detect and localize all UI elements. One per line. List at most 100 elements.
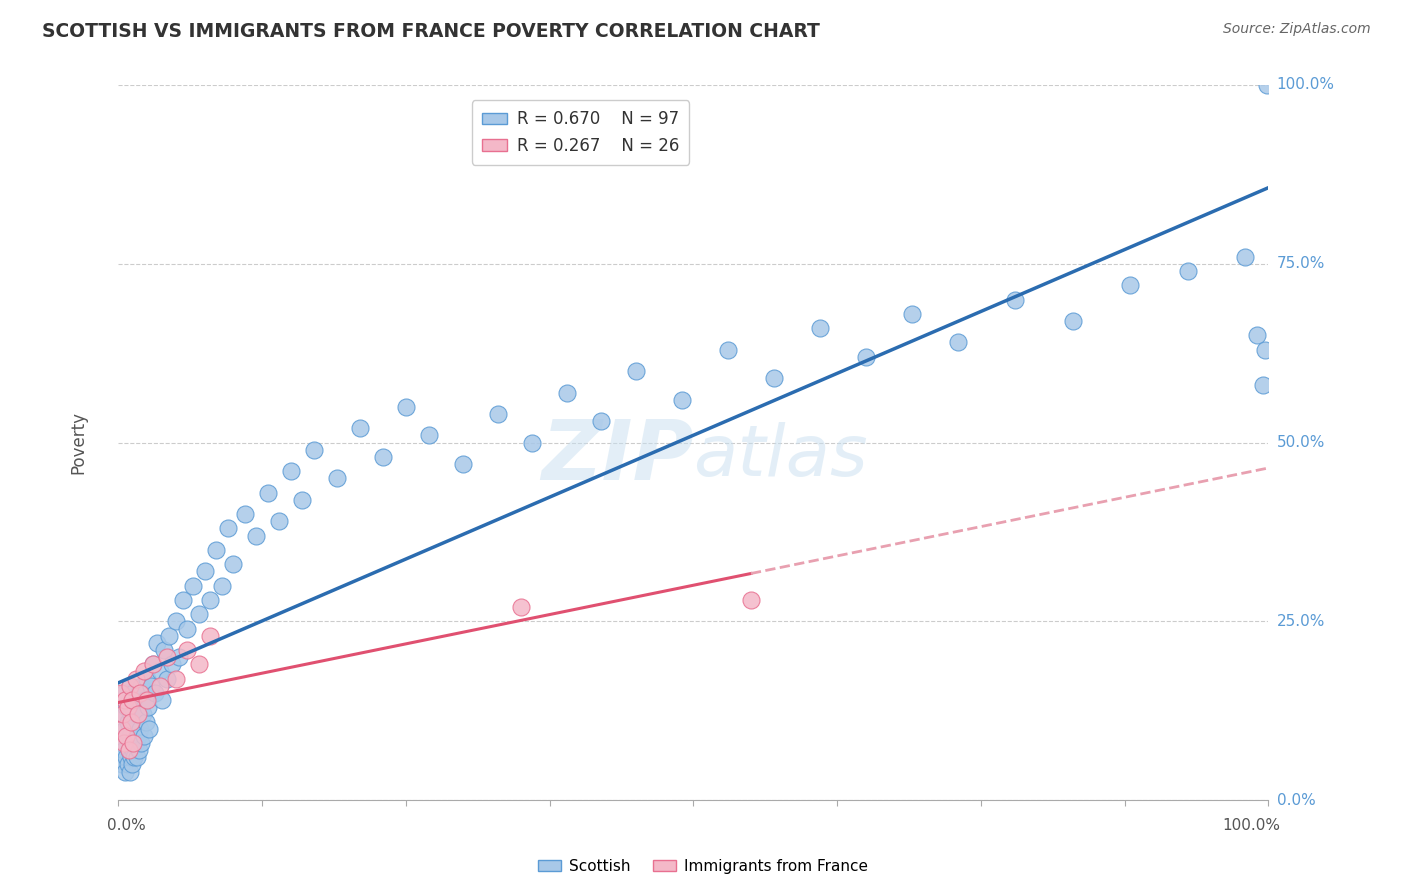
Text: ZIP: ZIP [541, 417, 693, 498]
Point [671, 392, 693, 407]
Point [176, 622, 198, 636]
Point [121, 693, 143, 707]
Point [118, 679, 141, 693]
Point [111, 757, 134, 772]
Point [112, 686, 135, 700]
Point [717, 343, 740, 357]
Point [187, 657, 209, 672]
Text: 0.0%: 0.0% [107, 818, 146, 833]
Point [112, 743, 135, 757]
Text: 0.0%: 0.0% [1277, 793, 1316, 808]
Point [522, 435, 544, 450]
Point [486, 407, 509, 421]
Point [169, 650, 191, 665]
Point [172, 593, 194, 607]
Point [118, 693, 141, 707]
Point [395, 400, 418, 414]
Point [142, 657, 165, 672]
Point [143, 686, 166, 700]
Point [121, 757, 143, 772]
Point [122, 743, 145, 757]
Point [1177, 264, 1199, 278]
Point [176, 643, 198, 657]
Point [136, 672, 159, 686]
Point [117, 700, 139, 714]
Point [591, 414, 613, 428]
Point [114, 693, 136, 707]
Point [1251, 378, 1274, 392]
Point [257, 485, 280, 500]
Text: 100.0%: 100.0% [1277, 78, 1334, 93]
Point [118, 743, 141, 757]
Point [762, 371, 785, 385]
Point [124, 672, 146, 686]
Point [127, 729, 149, 743]
Point [111, 722, 134, 736]
Point [124, 714, 146, 729]
Point [128, 686, 150, 700]
Point [187, 607, 209, 622]
Point [156, 650, 179, 665]
Point [142, 657, 165, 672]
Point [146, 636, 169, 650]
Point [153, 643, 176, 657]
Point [111, 707, 134, 722]
Point [135, 714, 157, 729]
Point [245, 528, 267, 542]
Text: 75.0%: 75.0% [1277, 256, 1324, 271]
Point [624, 364, 647, 378]
Point [302, 442, 325, 457]
Point [326, 471, 349, 485]
Point [349, 421, 371, 435]
Point [120, 714, 142, 729]
Point [115, 700, 138, 714]
Point [555, 385, 578, 400]
Point [117, 714, 139, 729]
Point [162, 657, 184, 672]
Point [291, 492, 314, 507]
Point [120, 707, 142, 722]
Point [110, 686, 132, 700]
Point [132, 665, 155, 679]
Point [222, 557, 245, 571]
Point [124, 750, 146, 764]
Point [124, 693, 146, 707]
Text: Source: ZipAtlas.com: Source: ZipAtlas.com [1223, 22, 1371, 37]
Point [181, 579, 204, 593]
Point [150, 693, 173, 707]
Point [118, 764, 141, 779]
Point [269, 514, 291, 528]
Point [139, 679, 162, 693]
Point [1119, 278, 1142, 293]
Point [114, 764, 136, 779]
Point [112, 736, 135, 750]
Point [165, 615, 187, 629]
Point [149, 665, 172, 679]
Point [453, 457, 475, 471]
Point [118, 679, 141, 693]
Point [122, 686, 145, 700]
Point [740, 593, 762, 607]
Point [149, 679, 172, 693]
Legend: Scottish, Immigrants from France: Scottish, Immigrants from France [531, 853, 875, 880]
Point [136, 693, 159, 707]
Point [120, 750, 142, 764]
Point [134, 693, 156, 707]
Point [194, 565, 217, 579]
Point [157, 629, 180, 643]
Point [280, 464, 302, 478]
Point [1254, 343, 1277, 357]
Point [131, 679, 153, 693]
Text: 100.0%: 100.0% [1222, 818, 1279, 833]
Point [200, 629, 222, 643]
Text: atlas: atlas [693, 423, 868, 491]
Point [127, 707, 149, 722]
Point [132, 729, 155, 743]
Text: 50.0%: 50.0% [1277, 435, 1324, 450]
Point [1234, 250, 1257, 264]
Point [233, 507, 256, 521]
Point [946, 335, 969, 350]
Point [217, 521, 239, 535]
Point [371, 450, 394, 464]
Legend: R = 0.670    N = 97, R = 0.267    N = 26: R = 0.670 N = 97, R = 0.267 N = 26 [472, 101, 689, 165]
